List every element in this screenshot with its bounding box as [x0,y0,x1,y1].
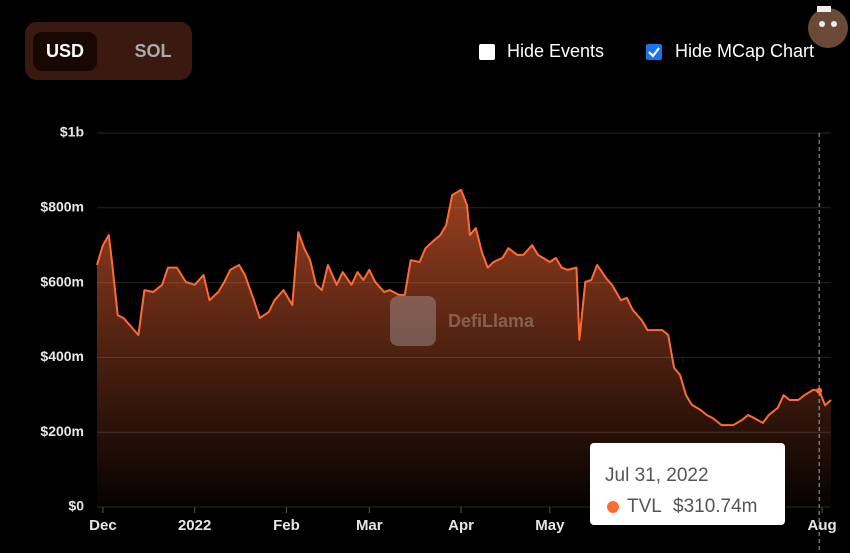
x-tick-label: Feb [273,517,300,534]
x-tick-label: May [535,517,565,534]
currency-option[interactable]: USD [46,41,84,61]
tooltip-value: $310.74m [673,496,758,517]
toggle-label: Hide Events [507,41,604,61]
y-tick-label: $800m [40,199,84,215]
hover-point [816,387,823,394]
checkbox[interactable] [479,44,495,60]
y-tick-label: $400m [40,348,84,364]
plot: $0 $200m $400m $600m $800m $1b Dec 2022 Feb Mar Ap… [40,124,836,534]
tooltip-dot [607,501,619,513]
y-tick-label: $1b [60,124,84,140]
currency-option[interactable]: SOL [134,41,171,61]
line [96,188,832,427]
logo-icon [808,6,848,48]
toggle[interactable]: Hide MCap Chart [646,41,814,61]
x-tick-label: Apr [448,517,474,534]
x-tick-label: Aug [808,517,837,534]
check-mark [648,47,660,58]
tooltip-date: Jul 31, 2022 [605,465,709,486]
area [97,189,831,508]
x-tick-label: Dec [89,517,117,534]
tooltip-box [590,443,785,525]
tooltip-series: TVL [627,496,662,517]
toggle[interactable]: Hide Events [479,41,604,61]
x-tick-label: Mar [356,517,383,534]
x-tick-label: 2022 [178,517,211,534]
watermark: DefiLlama [390,296,535,346]
watermark-text: DefiLlama [448,311,535,331]
checkbox[interactable] [646,44,662,60]
tooltip: Jul 31, 2022 TVL $310.74m [590,133,823,553]
y-tick-label: $200m [40,423,84,439]
toggle-label: Hide MCap Chart [675,41,814,61]
currency-selected [33,32,97,71]
y-tick-label: $0 [68,498,84,514]
y-tick-label: $600m [40,273,84,289]
